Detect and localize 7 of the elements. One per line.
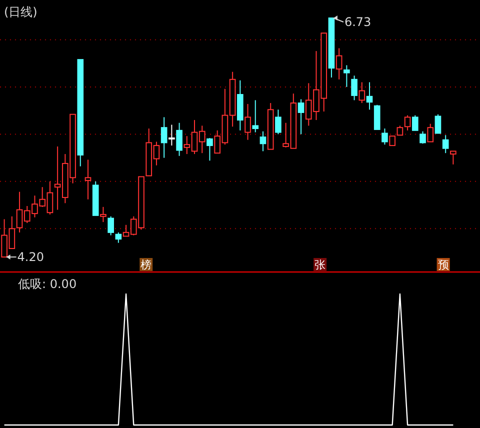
title: 低吸: 0.00 [18, 277, 77, 291]
annotation: 4.20 [17, 250, 44, 264]
signal: 张 [314, 258, 327, 272]
annotation: 6.73 [344, 15, 372, 29]
signal: 预 [436, 258, 450, 272]
title: (日线) [4, 5, 38, 19]
signal: 榜 [140, 258, 153, 272]
